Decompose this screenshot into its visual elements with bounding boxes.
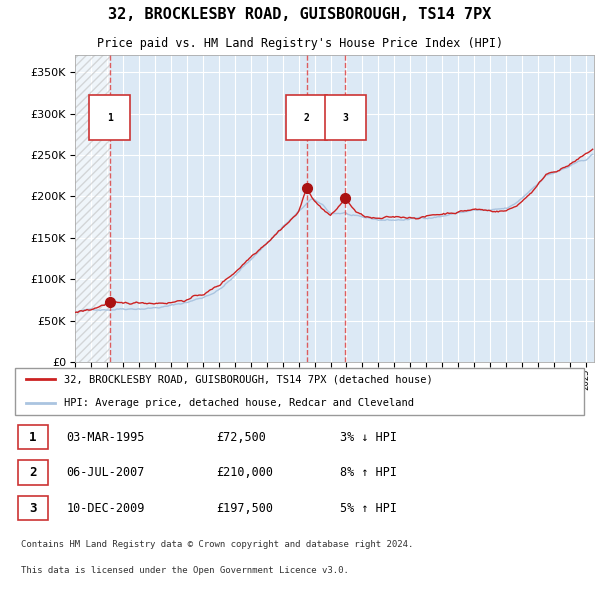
Text: 32, BROCKLESBY ROAD, GUISBOROUGH, TS14 7PX: 32, BROCKLESBY ROAD, GUISBOROUGH, TS14 7…	[109, 6, 491, 22]
Text: 2: 2	[29, 466, 37, 479]
Text: 3% ↓ HPI: 3% ↓ HPI	[340, 431, 397, 444]
Text: 3: 3	[29, 502, 37, 514]
Text: £210,000: £210,000	[217, 466, 274, 479]
Text: 1: 1	[29, 431, 37, 444]
Text: 5% ↑ HPI: 5% ↑ HPI	[340, 502, 397, 514]
Text: This data is licensed under the Open Government Licence v3.0.: This data is licensed under the Open Gov…	[20, 566, 349, 575]
Text: 03-MAR-1995: 03-MAR-1995	[67, 431, 145, 444]
FancyBboxPatch shape	[18, 425, 48, 450]
Bar	[75, 55, 110, 362]
Text: 2: 2	[304, 113, 310, 123]
Text: 06-JUL-2007: 06-JUL-2007	[67, 466, 145, 479]
Text: 10-DEC-2009: 10-DEC-2009	[67, 502, 145, 514]
FancyBboxPatch shape	[15, 368, 584, 415]
Text: 1: 1	[107, 113, 113, 123]
Text: HPI: Average price, detached house, Redcar and Cleveland: HPI: Average price, detached house, Redc…	[64, 398, 414, 408]
Text: 8% ↑ HPI: 8% ↑ HPI	[340, 466, 397, 479]
FancyBboxPatch shape	[18, 496, 48, 520]
Text: £197,500: £197,500	[217, 502, 274, 514]
Text: Price paid vs. HM Land Registry's House Price Index (HPI): Price paid vs. HM Land Registry's House …	[97, 37, 503, 50]
Text: £72,500: £72,500	[217, 431, 266, 444]
Text: Contains HM Land Registry data © Crown copyright and database right 2024.: Contains HM Land Registry data © Crown c…	[20, 540, 413, 549]
Text: 32, BROCKLESBY ROAD, GUISBOROUGH, TS14 7PX (detached house): 32, BROCKLESBY ROAD, GUISBOROUGH, TS14 7…	[64, 374, 433, 384]
FancyBboxPatch shape	[18, 460, 48, 485]
Text: 3: 3	[342, 113, 348, 123]
